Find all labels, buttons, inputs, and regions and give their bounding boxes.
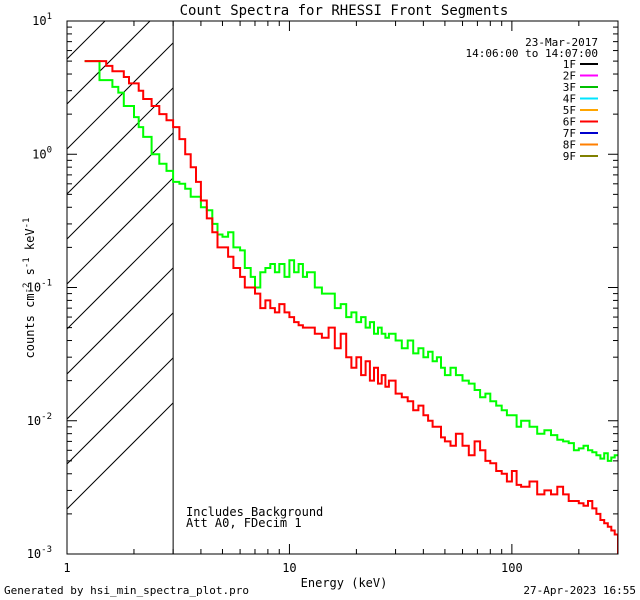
- y-tick-label: 100: [32, 145, 52, 161]
- hatch-line: [67, 312, 174, 420]
- footer-generated-by: Generated by hsi_min_spectra_plot.pro: [4, 584, 249, 597]
- y-tick-base: 10: [32, 147, 46, 161]
- y-tick-label: 10-2: [27, 412, 52, 428]
- y-tick-base: 10: [27, 414, 41, 428]
- x-axis-label: Energy (keV): [301, 576, 388, 590]
- footer-timestamp: 27-Apr-2023 16:55: [523, 584, 636, 597]
- y-tick-exponent: 1: [47, 12, 52, 22]
- y-axis-label: counts cm-2 s-1 keV-1: [22, 218, 37, 359]
- series-line-6f: [84, 60, 618, 554]
- legend-label: 3F: [563, 81, 576, 94]
- hatch-line: [67, 42, 174, 150]
- legend-label: 4F: [563, 93, 576, 106]
- shaded-region: [67, 21, 174, 510]
- y-tick-exponent: -2: [41, 412, 52, 422]
- y-label-tail: keV: [23, 228, 37, 257]
- hatch-line: [67, 402, 174, 510]
- y-tick-exponent: -1: [41, 279, 52, 289]
- hatch-line: [67, 177, 174, 285]
- hatch-line: [67, 21, 151, 105]
- y-label-exp2: -1: [22, 257, 32, 268]
- date-label: 23-Mar-2017: [525, 36, 598, 49]
- legend-label: 6F: [563, 116, 576, 129]
- x-tick-label: 10: [282, 561, 296, 575]
- series-line-3f: [84, 60, 618, 462]
- hatch-line: [67, 357, 174, 465]
- legend-label: 5F: [563, 104, 576, 117]
- chart-title: Count Spectra for RHESSI Front Segments: [180, 3, 509, 19]
- x-tick-label: 100: [501, 561, 523, 575]
- legend-label: 9F: [563, 150, 576, 163]
- annotation-background: Includes Background: [186, 505, 323, 519]
- y-label-mid: s: [23, 268, 37, 282]
- legend-label: 2F: [563, 70, 576, 83]
- y-tick-base: 10: [27, 281, 41, 295]
- hatch-line: [67, 21, 106, 60]
- x-tick-label: 1: [63, 561, 70, 575]
- legend-label: 8F: [563, 139, 576, 152]
- y-tick-label: 10-3: [27, 545, 52, 561]
- time-range-label: 14:06:00 to 14:07:00: [466, 47, 598, 60]
- y-label-base: counts cm: [23, 293, 37, 358]
- y-tick-exponent: -3: [41, 545, 52, 555]
- y-label-exp1: -2: [22, 283, 32, 294]
- y-label-exp3: -1: [22, 218, 32, 229]
- hatch-line: [67, 222, 174, 330]
- y-tick-label: 101: [32, 12, 52, 28]
- legend-label: 1F: [563, 58, 576, 71]
- legend-label: 7F: [563, 127, 576, 140]
- y-tick-base: 10: [27, 547, 41, 561]
- annotation-attenuator: Att A0, FDecim 1: [186, 516, 302, 530]
- hatch-line: [67, 132, 174, 240]
- series-group: [84, 60, 618, 554]
- y-tick-base: 10: [32, 14, 46, 28]
- y-tick-label: 10-1: [27, 279, 52, 295]
- hatch-line: [67, 267, 174, 375]
- y-tick-exponent: 0: [47, 145, 52, 155]
